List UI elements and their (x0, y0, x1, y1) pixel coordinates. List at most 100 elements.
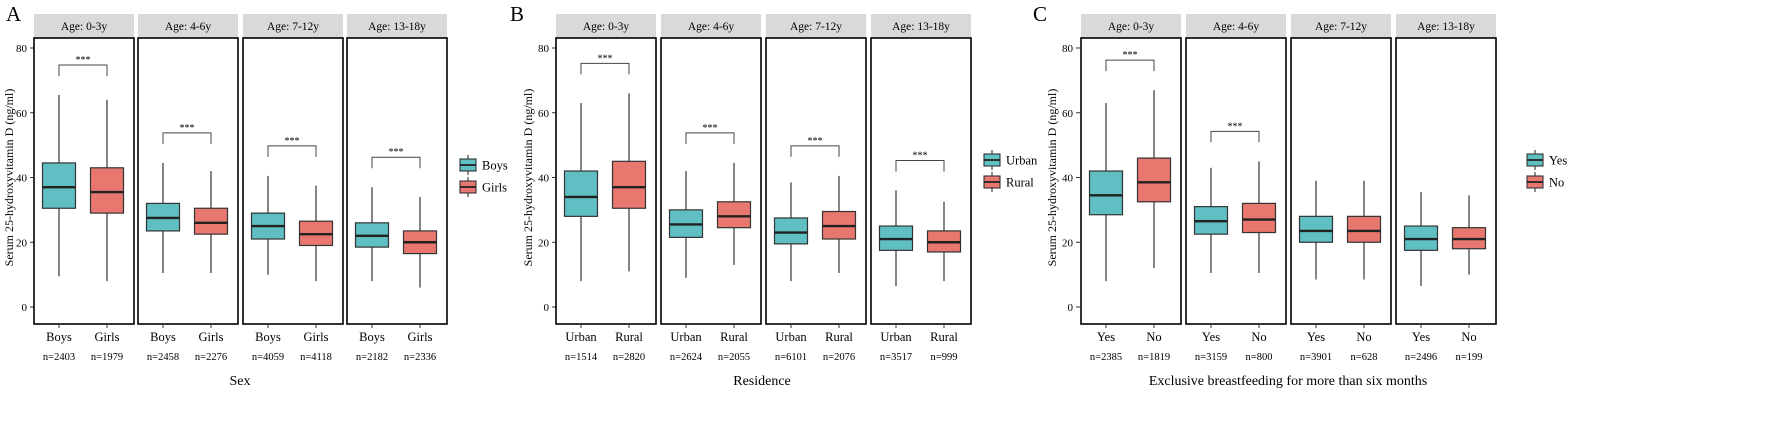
n-label: n=3159 (1195, 352, 1227, 363)
facet-strip (34, 14, 134, 38)
facet-strip (1396, 14, 1496, 38)
y-tick-label: 0 (544, 302, 550, 314)
panel-b: B Serum 25-hydroxyvitamin D (ng/ml) 0 20 40 6… (510, 2, 1038, 389)
box-no (1346, 180, 1382, 280)
box-yes (1088, 103, 1124, 282)
box-iqr (89, 167, 125, 214)
facet-frame (137, 37, 239, 325)
facet-strip-label: Age: 7-12y (1315, 21, 1367, 33)
x-tick-label: Girls (304, 330, 329, 344)
legend-label: Boys (482, 159, 508, 173)
legend-key (1526, 172, 1544, 192)
y-tick-label: 40 (538, 173, 550, 185)
significance-stars: *** (389, 147, 404, 158)
facet-frame (346, 37, 448, 325)
n-label: n=2336 (404, 352, 436, 363)
box-boys (250, 175, 286, 275)
box-iqr (1346, 215, 1382, 243)
box-no (1451, 195, 1487, 275)
significance-bracket: *** (895, 150, 945, 172)
significance-stars: *** (180, 123, 195, 134)
panel-letter: B (510, 2, 524, 26)
n-label: n=199 (1456, 352, 1483, 363)
x-tick-label: No (1146, 330, 1161, 344)
y-tick-label: 20 (538, 237, 550, 249)
legend-label: Girls (482, 181, 507, 195)
facet-strip-label: Age: 0-3y (583, 21, 630, 33)
significance-stars: *** (598, 53, 613, 64)
n-label: n=2182 (356, 352, 388, 363)
bracket-line (1105, 59, 1155, 72)
bracket-line (580, 62, 630, 75)
facet: Age: 0-3y Boys n=2403 Girls n=1979 *** (33, 14, 135, 363)
x-tick-label: Urban (670, 330, 702, 344)
x-tick-label: Boys (255, 330, 281, 344)
n-label: n=2496 (1405, 352, 1437, 363)
bracket-line (267, 145, 317, 157)
box-urban (773, 182, 809, 282)
box-iqr (1088, 170, 1124, 216)
legend: Boys Girls (459, 155, 508, 197)
n-label: n=1819 (1138, 352, 1170, 363)
n-label: n=3901 (1300, 352, 1332, 363)
legend-label: Yes (1549, 154, 1567, 168)
y-tick-label: 40 (16, 173, 28, 185)
x-tick-label: Girls (408, 330, 433, 344)
n-label: n=1514 (565, 352, 598, 363)
n-label: n=2055 (718, 352, 750, 363)
facet-frame (660, 37, 762, 325)
bracket-line (58, 64, 108, 76)
facet-strip-label: Age: 7-12y (790, 21, 842, 33)
significance-bracket: *** (267, 136, 317, 157)
facet-strip (138, 14, 238, 38)
x-axis-title: Residence (733, 374, 791, 389)
legend-key (459, 155, 477, 175)
significance-stars: *** (1123, 50, 1138, 61)
y-tick-label: 60 (16, 108, 28, 120)
panel-letter: A (6, 2, 22, 26)
facet: Age: 7-12y Yes n=3901 No n=628 (1290, 14, 1392, 363)
n-label: n=800 (1246, 352, 1273, 363)
bracket-line (162, 132, 212, 144)
bracket-line (790, 145, 840, 157)
facet-strip-label: Age: 13-18y (892, 21, 950, 33)
facet-strip (347, 14, 447, 38)
x-tick-label: Rural (825, 330, 853, 344)
facet-frame (1080, 37, 1182, 325)
box-girls (89, 99, 125, 282)
box-yes (1193, 167, 1229, 274)
y-tick-label: 0 (22, 302, 28, 314)
significance-stars: *** (703, 123, 718, 134)
y-tick-label: 20 (16, 237, 28, 249)
legend: Urban Rural (983, 150, 1038, 192)
panel-a: A Serum 25-hydroxyvitamin D (ng/ml) 0 20 40 6… (2, 2, 508, 389)
box-rural (926, 201, 962, 282)
x-tick-label: Boys (150, 330, 176, 344)
x-tick-label: Yes (1097, 330, 1115, 344)
facet-strip-label: Age: 0-3y (1108, 21, 1155, 33)
facet-frame (33, 37, 135, 325)
box-yes (1298, 180, 1334, 280)
x-tick-label: Rural (615, 330, 643, 344)
significance-stars: *** (285, 136, 300, 147)
n-label: n=628 (1351, 352, 1378, 363)
y-tick-label: 80 (16, 43, 28, 55)
facet-strip (1291, 14, 1391, 38)
facet-strip (243, 14, 343, 38)
x-tick-label: Rural (720, 330, 748, 344)
significance-bracket: *** (1210, 121, 1260, 143)
n-label: n=2076 (823, 352, 855, 363)
box-rural (821, 175, 857, 274)
y-tick-label: 20 (1062, 237, 1074, 249)
n-label: n=2820 (613, 352, 645, 363)
significance-bracket: *** (685, 123, 735, 144)
facet: Age: 7-12y Urban n=6101 Rural n=2076 *** (765, 14, 867, 363)
x-tick-label: Yes (1202, 330, 1220, 344)
x-tick-label: No (1461, 330, 1476, 344)
box-iqr (563, 170, 599, 217)
box-iqr (1241, 202, 1277, 234)
significance-bracket: *** (1105, 50, 1155, 72)
legend: Yes No (1526, 150, 1567, 192)
facet-strip-label: Age: 4-6y (1213, 21, 1260, 33)
